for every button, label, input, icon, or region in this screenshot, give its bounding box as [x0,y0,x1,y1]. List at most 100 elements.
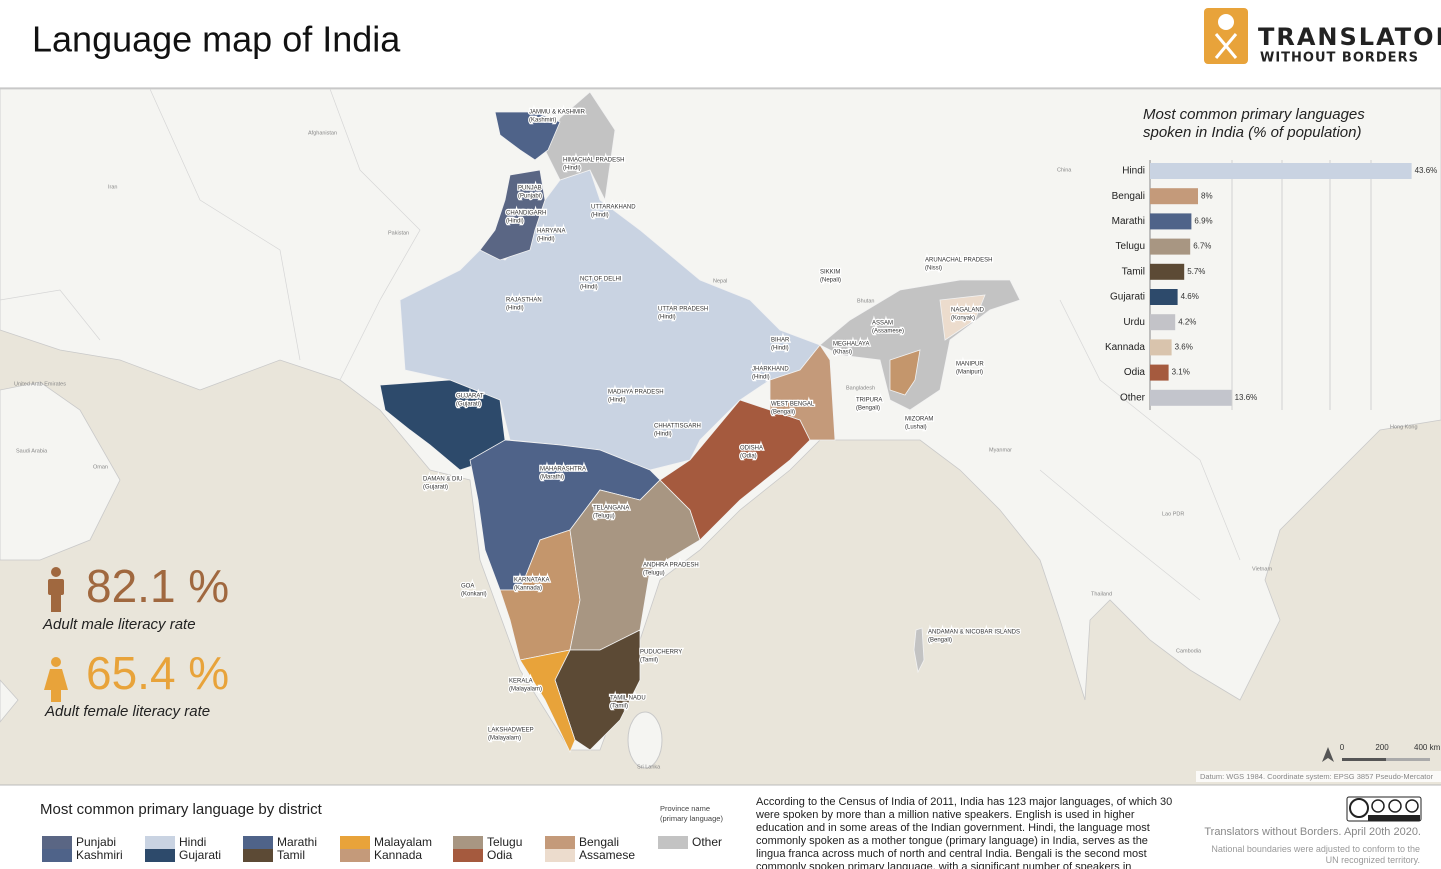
category-label: Tamil [1122,266,1145,277]
state-label: CHHATTISGARH [654,424,701,430]
badge-icon [1388,799,1402,813]
country-label: Lao PDR [1162,511,1184,517]
logo-text: WITHOUT BORDERS [1260,51,1419,66]
legend-swatch [243,849,273,862]
region-andaman [913,627,925,674]
legend-swatch [145,836,175,849]
legend-label: Tamil [277,848,305,862]
state-label: (Khasi) [833,350,852,356]
state-label: RAJASTHAN [506,298,542,304]
legend-swatch [658,836,688,849]
legend-label: Gujarati [179,848,221,862]
state-label: (Gujarati) [423,485,448,491]
state-label: GUJARAT [456,394,484,400]
legend-swatch [145,849,175,862]
region-other [544,91,616,202]
legend-label: Kashmiri [76,848,123,862]
scale-label: 0 [1340,743,1345,752]
legend-label: Other [692,835,722,849]
state-label: PUDUCHERRY [640,650,682,656]
legend-label: Marathi [277,835,317,849]
state-label: (Kannada) [514,586,542,592]
state-label: (Malayalam) [509,687,542,693]
state-label: (Telugu) [593,514,615,520]
region-bengali-ne [889,349,921,396]
state-label: (Hindi) [752,375,770,381]
credit: Translators without Borders. April 20th … [1204,826,1421,838]
value-label: 5.7% [1187,267,1205,276]
state-label: (Hindi) [537,237,555,243]
state-label: DAMAN & DIU [423,477,462,483]
category-label: Marathi [1112,216,1145,227]
state-label: (Hindi) [608,398,626,404]
state-label: (Bengali) [856,406,880,412]
legend-label: Bengali [579,835,619,849]
scale-label: 200 [1375,743,1389,752]
legend-swatch [42,849,72,862]
icon-body [44,669,68,690]
state-label: (Hindi) [506,306,524,312]
state-label: GOA [461,584,474,590]
literacy-value: 65.4 % [86,647,229,699]
literacy-label: Adult female literacy rate [44,703,210,720]
bar [1150,314,1176,331]
state-label: (Hindi) [580,285,598,291]
literacy-label: Adult male literacy rate [42,616,196,633]
state-label: (Hindi) [591,213,609,219]
state-label: BIHAR [771,338,790,344]
country-label: Sri Lanka [637,764,661,770]
state-label: (Telugu) [643,571,665,577]
value-label: 4.6% [1181,292,1199,301]
scale-label: 400 km [1414,743,1441,752]
badge-icon [1349,798,1369,818]
country-label: Oman [93,464,108,470]
sri-lanka [627,711,663,769]
state-label: (Tamil) [610,704,628,710]
legend-swatch [453,849,483,862]
legend-swatch [453,836,483,849]
state-label: ARUNACHAL PRADESH [925,258,992,264]
state-label: (Konyak) [951,316,975,322]
category-label: Hindi [1122,166,1145,177]
state-label: TELANGANA [593,506,629,512]
literacy-value: 82.1 % [86,560,229,612]
logo-head [1218,14,1234,30]
datum: Datum: WGS 1984. Coordinate system: EPSG… [1200,772,1434,781]
icon-legs [51,594,61,612]
badge-icon [1371,799,1385,813]
country-label: Hong Kong [1390,424,1418,430]
state-label: (Odia) [740,454,757,460]
state-label: KARNATAKA [514,578,549,584]
chart-guides [1231,160,1372,410]
country-label: United Arab Emirates [14,381,66,387]
country-label: Pakistan [388,230,409,236]
state-label: WEST BENGAL [771,402,815,408]
state-label: LAKSHADWEEP [488,728,534,734]
value-label: 6.7% [1193,242,1211,251]
state-label: PUNJAB [518,186,542,192]
north-arrow [1322,747,1334,762]
legend-label: Telugu [487,835,522,849]
state-label: (Manipuri) [956,370,983,376]
province-note: Province name [660,804,710,813]
value-label: 3.6% [1175,343,1193,352]
bar-chart: Most common primary languages spoken in … [1105,106,1437,410]
female-icon [44,657,68,702]
value-label: 4.2% [1178,317,1196,326]
logo-figure [1214,33,1238,59]
bar [1150,163,1412,179]
state-label: HIMACHAL PRADESH [563,158,624,164]
country-label: Saudi Arabia [16,448,48,454]
scale-bar [1342,758,1386,761]
state-label: UTTAR PRADESH [658,307,708,313]
category-label: Urdu [1123,317,1145,328]
province-note: (primary language) [660,814,723,823]
state-label: MADHYA PRADESH [608,390,664,396]
bar [1150,289,1178,305]
state-label: (Tamil) [640,658,658,664]
legend-swatch [340,849,370,862]
value-label: 43.6% [1415,166,1438,175]
